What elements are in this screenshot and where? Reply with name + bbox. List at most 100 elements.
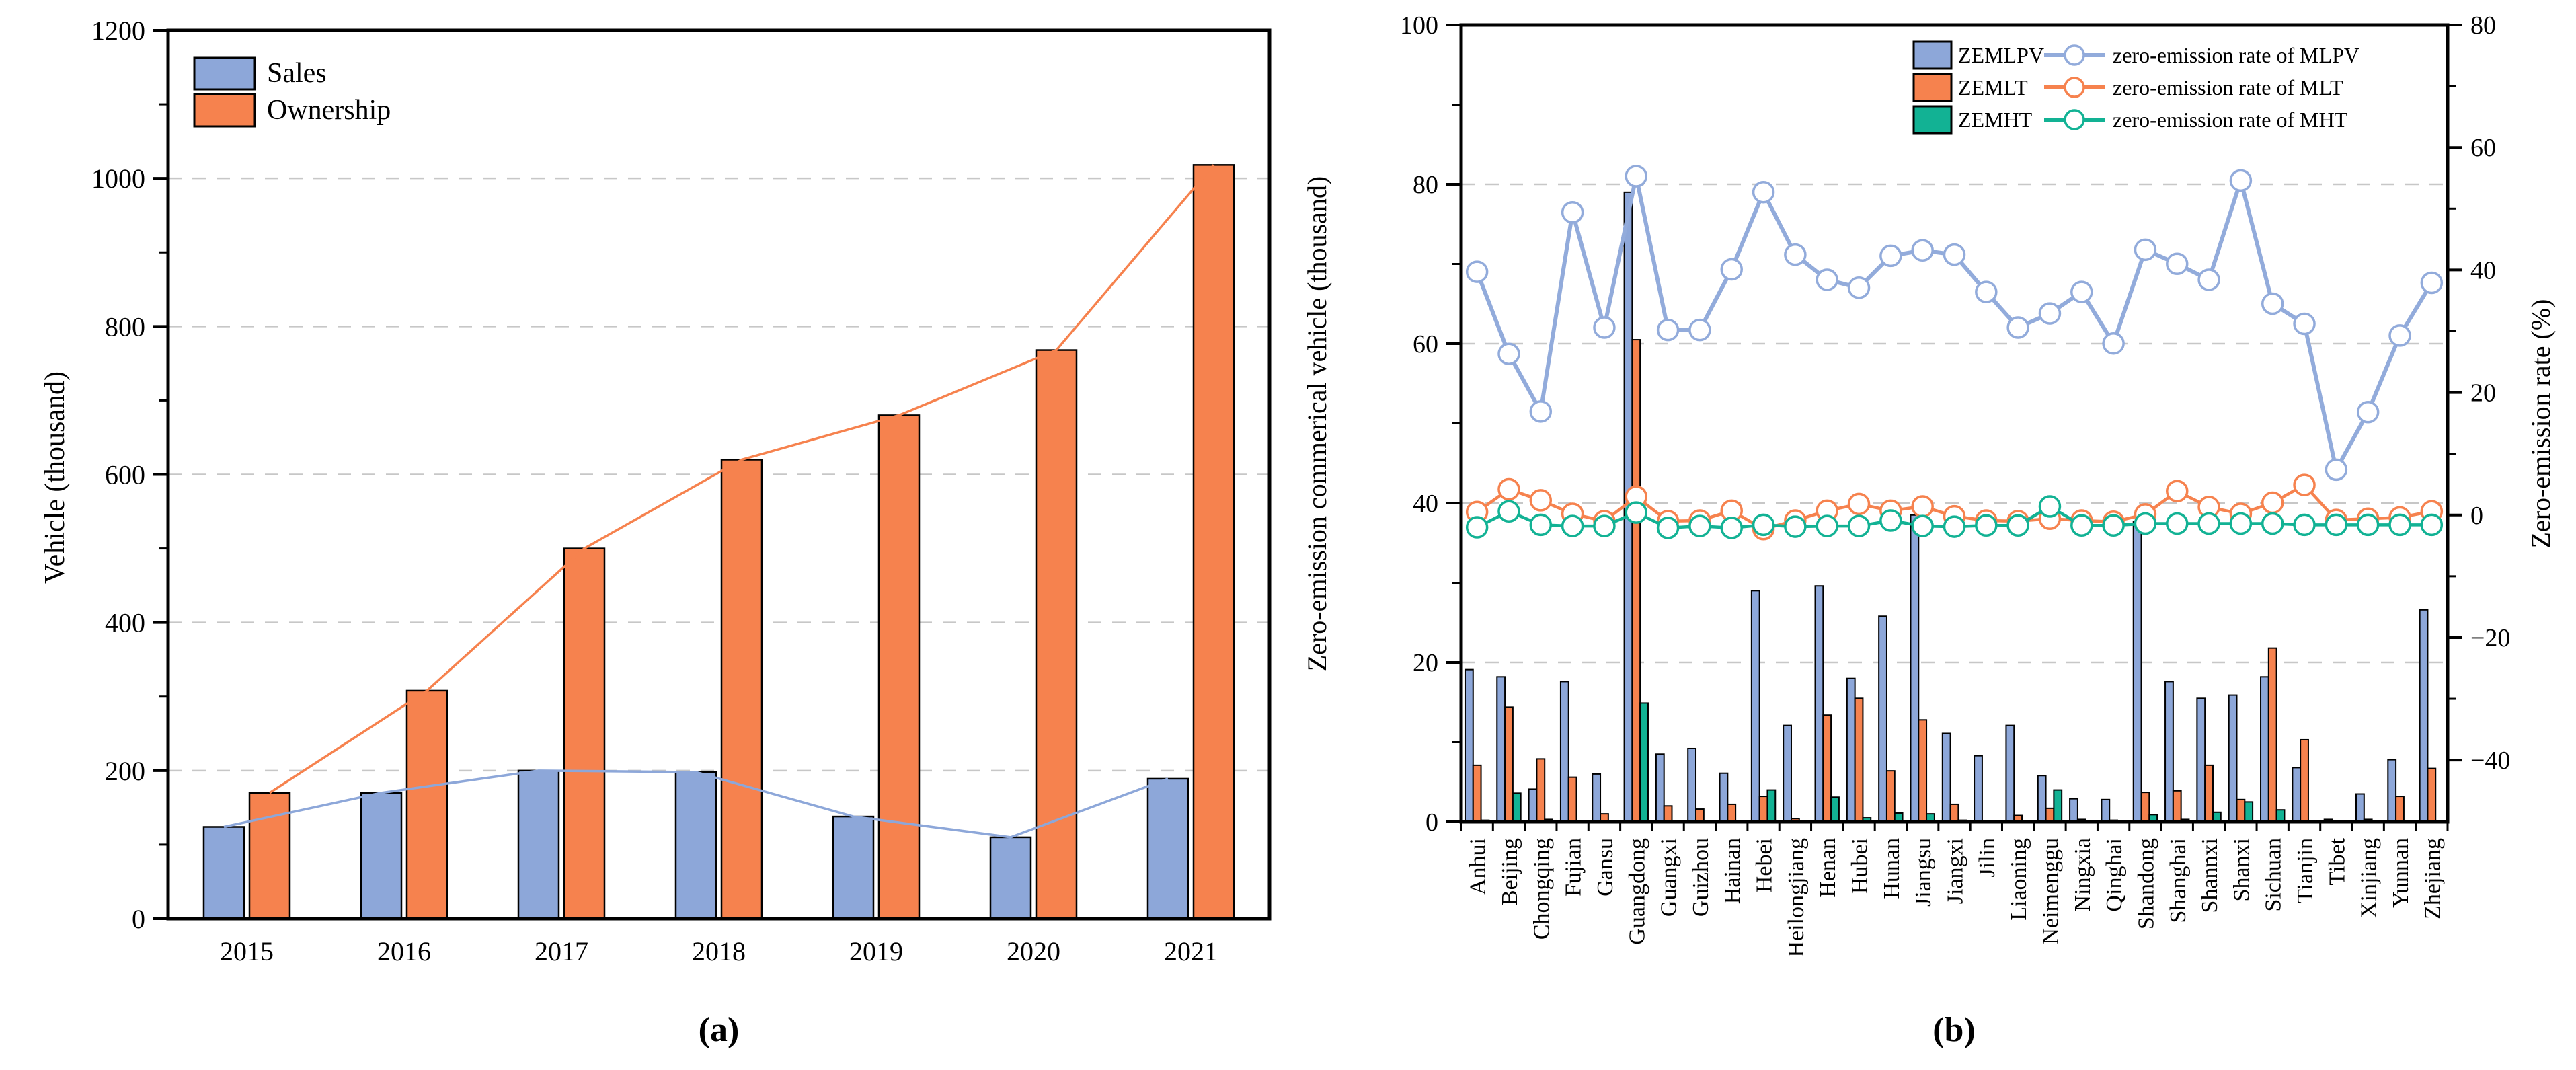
legend-label-sales: Sales [267,58,327,89]
x-tick-label-qinghai: Qinghai [2102,838,2127,912]
left-tick-label-40: 40 [1413,490,1438,518]
x-tick-label-anhui: Anhui [1466,838,1491,895]
bar-zemlt-chongqing [1536,758,1546,823]
x-tick-label-henan: Henan [1816,838,1840,898]
marker-zero-emission-rate-of-mlpv-heilongjiang [1784,243,1807,266]
bar-ownership-2020 [1035,349,1078,920]
bar-sales-2020 [989,836,1032,920]
legend-swatch-sales [193,56,256,91]
right-tick-label-20: 20 [2470,379,2496,408]
marker-zero-emission-rate-of-mht-beijing [1497,500,1520,523]
x-tick-label-sichuan: Sichuan [2261,838,2286,912]
bar-zemlpv-sichuan [2260,676,2269,823]
left-tick-label-60: 60 [1413,330,1438,358]
bar-zemlpv-gansu [1592,773,1602,823]
x-tick-label-neimenggu: Neimenggu [2038,838,2063,945]
marker-zero-emission-rate-of-mlpv-gansu [1593,316,1616,339]
marker-zero-emission-rate-of-mlt-jiangsu [1911,495,1934,518]
bar-ownership-2019 [877,414,921,920]
bar-zemlt-jiangxi [1949,803,1959,823]
marker-zero-emission-rate-of-mht-henan [1816,514,1838,537]
y-tick-label-800: 800 [105,311,145,342]
marker-zero-emission-rate-of-mht-xinjiang [2356,513,2380,537]
legend-marker-1 [2064,44,2085,66]
legend-label-rate-2: zero-emission rate of MLT [2113,75,2343,100]
marker-zero-emission-rate-of-mht-jilin [1975,514,1998,537]
bar-zemlt-shanghai [2172,790,2182,823]
bar-zemht-neimenggu [2053,789,2063,823]
bar-sales-2015 [202,826,245,920]
bar-sales-2016 [360,792,403,920]
marker-zero-emission-rate-of-mht-sichuan [2261,512,2284,535]
bar-zemlpv-hebei [1750,590,1760,823]
x-tick-label-jilin: Jilin [1975,838,2000,878]
x-tick-label-chongqing: Chongqing [1529,838,1554,940]
marker-zero-emission-rate-of-mht-shannxi [2197,512,2220,535]
bar-zemht-beijing [1512,792,1522,823]
marker-zero-emission-rate-of-mlpv-hubei [1847,276,1871,299]
y-tick-label-1000: 1000 [91,163,145,194]
x-tick-label-2020: 2020 [1007,936,1060,966]
marker-zero-emission-rate-of-mht-hubei [1847,514,1871,537]
legend-label-zemlpv: ZEMLPV [1958,43,2044,67]
marker-zero-emission-rate-of-mht-shandong [2134,512,2157,535]
bar-ownership-2021 [1192,164,1235,920]
bar-zemlpv-zhejiang [2419,609,2429,823]
x-tick-label-jiangxi: Jiangxi [1943,838,1968,904]
x-tick-label-tibet: Tibet [2325,837,2349,885]
x-tick-label-shandong: Shandong [2134,838,2158,929]
bar-zemlt-guizhou [1695,808,1705,823]
marker-zero-emission-rate-of-mlt-chongqing [1529,489,1553,512]
panel-a: 0 200 400 600 800 1000 1200 2015 2016 2017 2018 201… [91,15,1272,966]
x-tick-label-hubei: Hubei [1848,838,1873,894]
bar-zemlpv-fujian [1559,681,1569,823]
legend-label-zemht: ZEMHT [1958,108,2033,132]
legend-label-rate-3: zero-emission rate of MHT [2113,108,2348,132]
marker-zero-emission-rate-of-mlpv-guangdong [1625,165,1648,188]
panel-b-legend: ZEMLPV zero-emission rate of MLPV ZEMLT zer… [1912,40,2359,135]
x-tick-label-fujian: Fujian [1561,838,1586,896]
bar-zemlt-beijing [1504,706,1514,823]
marker-zero-emission-rate-of-mlt-beijing [1497,477,1520,501]
marker-zero-emission-rate-of-mlpv-beijing [1497,342,1520,365]
x-tick-label-gansu: Gansu [1593,838,1618,896]
marker-zero-emission-rate-of-mlpv-hunan [1879,244,1902,268]
panel-a-legend: Sales Ownership [193,56,391,128]
bar-zemlt-zhejiang [2427,767,2437,823]
bar-zemlpv-jiangxi [1941,732,1951,823]
marker-zero-emission-rate-of-mht-qinghai [2102,514,2125,537]
legend-swatch-zemht [1912,105,1953,135]
bar-zemht-henan [1830,796,1840,823]
x-tick-label-hebei: Hebei [1752,838,1777,892]
marker-zero-emission-rate-of-mlpv-neimenggu [2038,302,2062,325]
marker-zero-emission-rate-of-mlpv-tianjin [2293,312,2316,336]
bar-zemlt-sichuan [2267,647,2277,823]
legend-swatch-zemlpv [1912,40,1953,70]
bar-zemlpv-henan [1814,585,1824,823]
marker-zero-emission-rate-of-mht-heilongjiang [1784,515,1807,538]
bar-zemht-sichuan [2275,809,2286,823]
bar-zemlpv-ningxia [2069,798,2078,823]
x-tick-label-2019: 2019 [849,936,903,966]
marker-zero-emission-rate-of-mlpv-sichuan [2261,292,2284,315]
legend-swatch-ownership [193,93,256,128]
y-tick-label-400: 400 [105,608,145,638]
bar-zemlt-hunan [1885,770,1896,823]
right-tick-label-60: 60 [2470,134,2496,162]
bar-zemlt-yunnan [2395,796,2405,823]
x-tick-label-jiangsu: Jiangsu [1911,838,1936,907]
marker-zero-emission-rate-of-mht-zhejiang [2420,513,2444,537]
marker-zero-emission-rate-of-mht-jiangxi [1943,515,1966,538]
marker-zero-emission-rate-of-mlt-sichuan [2261,491,2284,514]
bar-zemlpv-liaoning [2005,724,2015,823]
bar-zemlpv-xinjiang [2355,793,2365,823]
bar-zemlpv-hainan [1719,772,1729,823]
panel-a-caption: (a) [699,1011,740,1049]
legend-marker-3 [2064,109,2085,130]
legend-label-zemlt: ZEMLT [1958,75,2028,100]
panel-b-plot-border [1459,23,2450,824]
x-tick-label-guangxi: Guangxi [1657,838,1682,917]
left-tick-label-0: 0 [1426,808,1438,837]
bar-zemlpv-anhui [1464,668,1474,823]
